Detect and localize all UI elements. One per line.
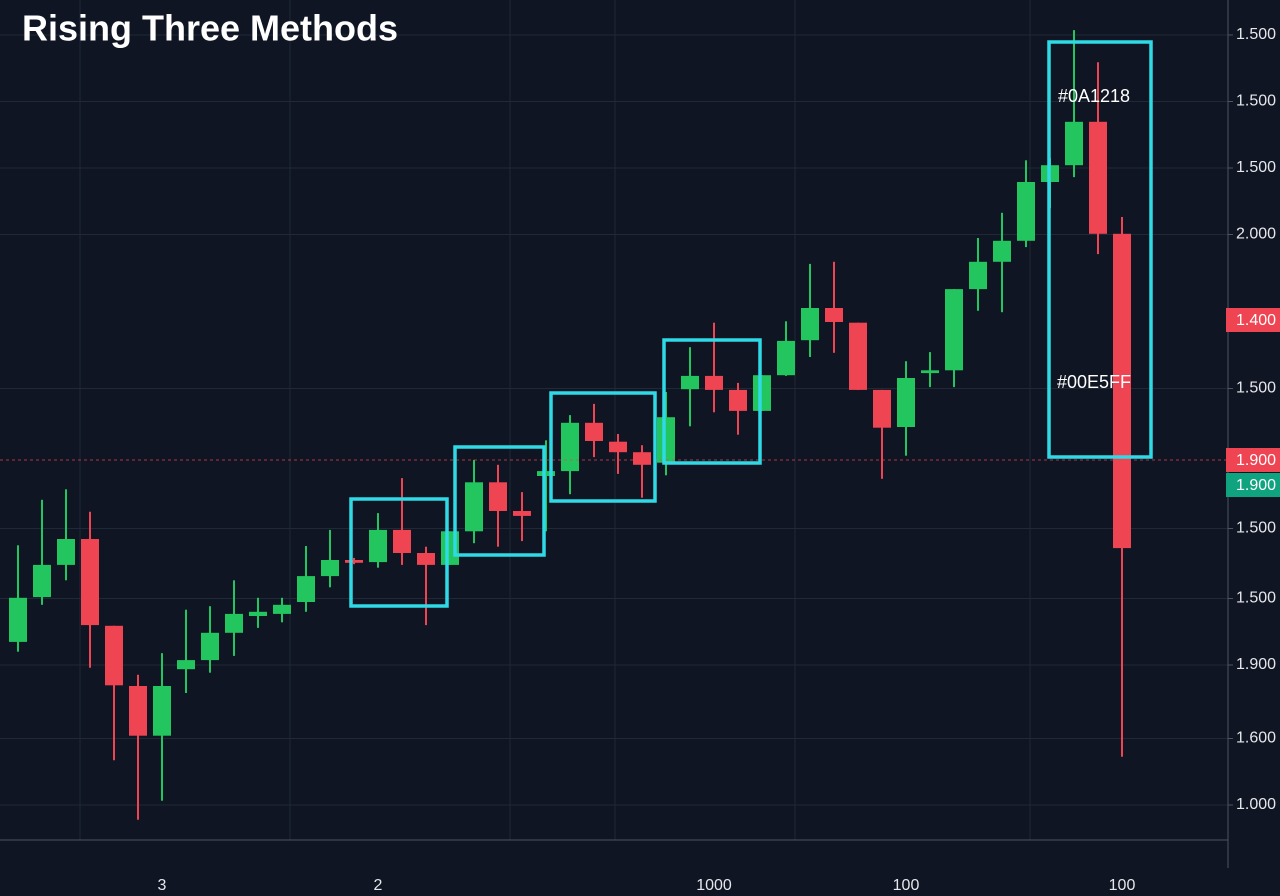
- candle-body: [657, 417, 675, 463]
- y-tick-label: 1.500: [1236, 590, 1276, 607]
- y-tick-label: 1.500: [1236, 26, 1276, 43]
- candle-body: [129, 686, 147, 736]
- candle-body: [33, 564, 51, 598]
- y-tick-label: 1.500: [1236, 520, 1276, 537]
- candle-body: [897, 378, 915, 427]
- candle-body: [537, 471, 555, 476]
- candle-body: [273, 604, 291, 614]
- candle-body: [609, 441, 627, 453]
- candle-body: [513, 511, 531, 516]
- x-tick-label: 1000: [696, 877, 732, 894]
- candle-body: [57, 539, 75, 565]
- candle-body: [1113, 233, 1131, 549]
- highlight-box: [662, 338, 762, 465]
- annotation: #00E5FF: [1057, 372, 1131, 392]
- x-tick-label: 3: [158, 877, 167, 894]
- annotation: #0A1218: [1058, 86, 1130, 106]
- x-tick-label: 100: [893, 877, 920, 894]
- price-label: 1.400: [1236, 312, 1276, 329]
- y-tick-label: 1.600: [1236, 730, 1276, 747]
- y-tick-label: 1.000: [1236, 796, 1276, 813]
- candle-body: [993, 240, 1011, 262]
- candle-body: [489, 482, 507, 511]
- candle-body: [201, 632, 219, 661]
- price-label: 1.900: [1236, 452, 1276, 469]
- candle-body: [1017, 182, 1035, 241]
- price-badge: [1226, 448, 1280, 472]
- candle-body: [801, 308, 819, 341]
- candle-body: [225, 613, 243, 633]
- candle-body: [297, 576, 315, 602]
- candle-body: [1089, 121, 1107, 234]
- candle-body: [81, 539, 99, 626]
- candle-body: [633, 452, 651, 465]
- price-label: 1.900: [1236, 477, 1276, 494]
- y-tick-label: 1.500: [1236, 93, 1276, 110]
- candle-body: [393, 529, 411, 553]
- candle-body: [465, 482, 483, 532]
- candle-body: [921, 370, 939, 374]
- candle-body: [825, 308, 843, 322]
- candle-body: [105, 625, 123, 686]
- candle-body: [729, 389, 747, 411]
- candle-body: [969, 261, 987, 290]
- candle-body: [561, 422, 579, 472]
- price-badge: [1226, 308, 1280, 332]
- candle-body: [9, 597, 27, 642]
- y-tick-label: 1.900: [1236, 656, 1276, 673]
- candle-body: [681, 375, 699, 390]
- candle-body: [945, 289, 963, 371]
- candle-body: [369, 529, 387, 563]
- y-tick-label: 1.500: [1236, 159, 1276, 176]
- candle-body: [153, 686, 171, 736]
- price-badge: [1226, 473, 1280, 497]
- x-tick-label: 2: [374, 877, 383, 894]
- candle-body: [345, 560, 363, 563]
- x-tick-label: 100: [1109, 877, 1136, 894]
- highlight-box: [349, 497, 449, 608]
- candle-body: [177, 660, 195, 670]
- candle-body: [753, 375, 771, 411]
- candle-body: [249, 611, 267, 616]
- highlight-box: [453, 445, 546, 557]
- candle-body: [873, 389, 891, 428]
- candle-body: [849, 322, 867, 390]
- highlight-box: [1047, 40, 1153, 459]
- highlight-box: [549, 391, 657, 503]
- y-tick-label: 1.500: [1236, 380, 1276, 397]
- y-tick-label: 2.000: [1236, 226, 1276, 243]
- vertical-grid: [79, 0, 1031, 840]
- candle-body: [777, 340, 795, 376]
- candle-body: [585, 422, 603, 441]
- candle-body: [321, 560, 339, 577]
- candle-body: [1065, 121, 1083, 166]
- candle-body: [417, 553, 435, 565]
- candle-body: [705, 375, 723, 390]
- chart-title: Rising Three Methods: [22, 8, 398, 49]
